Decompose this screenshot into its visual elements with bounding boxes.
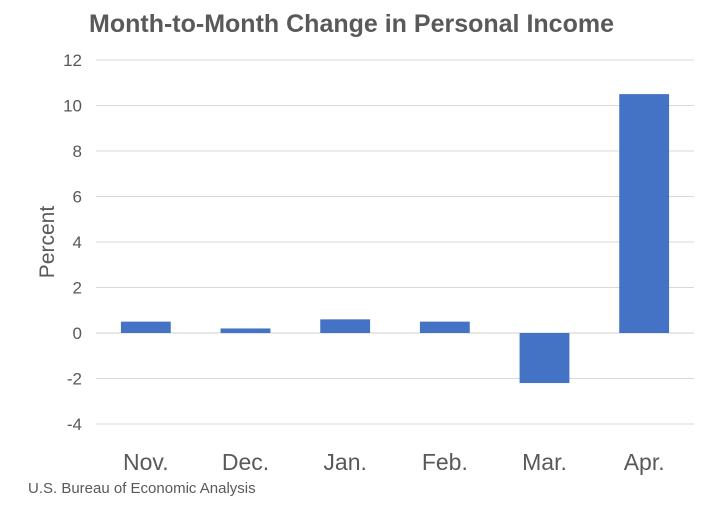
- y-tick-label: 12: [63, 51, 82, 70]
- gridlines: [96, 59, 694, 425]
- x-axis-ticks: Nov. Dec. Jan. Feb. Mar. Apr.: [123, 449, 665, 475]
- x-tick-label: Apr.: [624, 449, 665, 475]
- y-tick-label: 6: [73, 188, 82, 207]
- y-tick-label: -2: [67, 370, 82, 389]
- bar-dec: [220, 328, 271, 333]
- bar-feb: [419, 321, 470, 333]
- chart-title: Month-to-Month Change in Personal Income: [89, 10, 614, 38]
- y-axis-ticks: 12 10 8 6 4 2 0 -2 -4: [63, 51, 82, 434]
- bars: [120, 94, 670, 384]
- y-tick-label: 4: [73, 233, 82, 252]
- bar-nov: [120, 321, 171, 333]
- bar-mar: [519, 333, 570, 384]
- x-tick-label: Feb.: [422, 449, 468, 475]
- y-tick-label: 8: [73, 142, 82, 161]
- source-note: U.S. Bureau of Economic Analysis: [28, 480, 256, 497]
- bar-jan: [320, 319, 371, 333]
- y-axis-label: Percent: [36, 206, 59, 279]
- y-tick-label: 10: [63, 97, 82, 116]
- x-tick-label: Mar.: [522, 449, 567, 475]
- bar-apr: [619, 94, 670, 333]
- x-tick-label: Jan.: [323, 449, 366, 475]
- x-tick-label: Nov.: [123, 449, 169, 475]
- y-tick-label: 2: [73, 279, 82, 298]
- y-tick-label: 0: [73, 324, 82, 343]
- y-tick-label: -4: [67, 415, 82, 434]
- x-tick-label: Dec.: [222, 449, 269, 475]
